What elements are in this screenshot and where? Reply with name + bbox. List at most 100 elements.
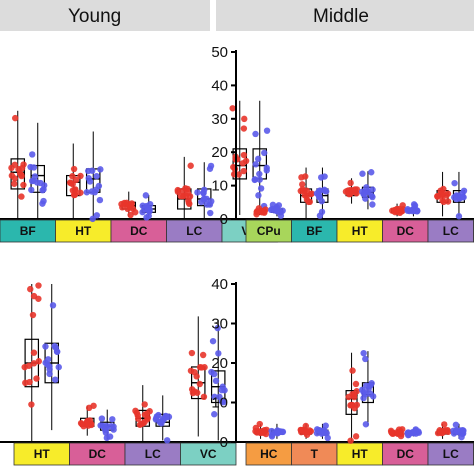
data-point	[451, 179, 458, 187]
data-point	[399, 202, 406, 209]
data-point	[241, 115, 248, 123]
data-point	[42, 343, 49, 350]
y-tick-label: 10	[211, 395, 228, 412]
box-young-top-ht-s0	[65, 143, 84, 219]
category-label-lc: LC	[145, 447, 161, 461]
category-label-dc: DC	[89, 447, 107, 461]
data-point	[187, 367, 195, 374]
data-point	[28, 186, 35, 194]
data-point	[252, 161, 259, 168]
data-point	[139, 208, 146, 216]
data-point	[352, 433, 360, 440]
category-label-dc: DC	[130, 224, 148, 238]
data-point	[235, 171, 242, 178]
box-middle-top-ht-s0	[342, 178, 361, 204]
data-point	[78, 420, 86, 428]
data-point	[438, 429, 446, 437]
box-young-bottom-ht-s1	[42, 284, 62, 431]
box-middle-bottom-ht-s0	[345, 352, 361, 444]
data-point	[128, 201, 135, 209]
data-point	[216, 393, 223, 401]
box-middle-bottom-t-s0	[297, 422, 315, 439]
data-point	[83, 189, 91, 196]
data-point	[321, 187, 328, 195]
plot-layer: BFHTDCLCVC01020304050CPuBFHTDCLCVHTDCLCV…	[0, 44, 474, 466]
data-point	[46, 363, 53, 370]
data-point	[30, 164, 38, 171]
box-middle-top-ht-s1	[359, 169, 376, 210]
data-point	[18, 193, 25, 200]
data-point	[214, 324, 221, 332]
data-point	[313, 190, 321, 197]
data-point	[66, 179, 74, 186]
data-point	[71, 191, 79, 198]
strip-middle-label: Middle	[313, 6, 369, 27]
data-point	[369, 186, 376, 193]
category-label-ht: HT	[352, 447, 369, 461]
box-young-top-ht-s1	[83, 131, 104, 223]
data-point	[240, 151, 248, 159]
data-point	[434, 193, 441, 200]
data-point	[72, 176, 80, 184]
box-middle-top-dc-s0	[389, 202, 407, 217]
y-tick-label: 0	[220, 211, 228, 228]
y-tick-label: 20	[211, 355, 228, 372]
category-label-vc: VC	[200, 447, 217, 461]
data-point	[260, 429, 267, 437]
data-point	[321, 173, 328, 180]
data-point	[279, 428, 287, 436]
data-point	[368, 380, 375, 387]
box-young-bottom-ht-s0	[21, 282, 43, 442]
category-band-vc	[180, 442, 237, 466]
data-point	[303, 196, 311, 203]
data-point	[322, 422, 329, 429]
data-point	[303, 431, 311, 438]
data-point	[409, 207, 416, 215]
data-point	[77, 189, 84, 196]
data-point	[395, 429, 403, 437]
box-middle-bottom-hc-s1	[268, 423, 287, 440]
data-point	[350, 393, 358, 401]
category-label-hc: HC	[260, 447, 278, 461]
data-point	[269, 201, 277, 208]
panel-middle-top: 01020304050CPuBFHTDCLCV	[211, 44, 474, 243]
data-point	[144, 416, 151, 423]
box-middle-top-lc-s1	[451, 171, 468, 220]
data-point	[70, 165, 78, 173]
data-point	[12, 114, 19, 122]
data-point	[252, 424, 260, 432]
data-point	[22, 379, 29, 387]
data-point	[193, 373, 200, 380]
data-point	[211, 393, 218, 401]
data-point	[460, 194, 467, 201]
data-point	[132, 407, 139, 415]
box-young-bottom-dc-s0	[77, 402, 97, 436]
data-point	[207, 209, 214, 217]
strip-middle-bg	[216, 0, 474, 31]
data-point	[256, 176, 263, 183]
box-young-top-lc-s1	[194, 162, 215, 219]
data-point	[209, 337, 217, 345]
data-point	[25, 362, 33, 369]
data-point	[110, 426, 117, 433]
data-point	[186, 193, 194, 200]
data-point	[35, 282, 42, 289]
data-point	[231, 165, 239, 173]
data-point	[240, 167, 247, 175]
data-point	[132, 209, 139, 216]
data-point	[37, 179, 44, 187]
y-tick-label: 20	[211, 144, 228, 161]
box-middle-top-bf-s1	[313, 167, 330, 219]
data-point	[33, 375, 40, 382]
data-point	[28, 177, 36, 185]
data-point	[315, 427, 322, 434]
data-point	[188, 349, 196, 357]
data-point	[29, 151, 36, 158]
data-point	[144, 206, 152, 214]
y-tick-label: 40	[211, 77, 228, 94]
data-point	[16, 170, 24, 177]
y-tick-label: 0	[220, 434, 228, 451]
category-label-bf: BF	[306, 224, 322, 238]
box-middle-top-dc-s1	[404, 201, 421, 217]
data-point	[49, 302, 57, 309]
